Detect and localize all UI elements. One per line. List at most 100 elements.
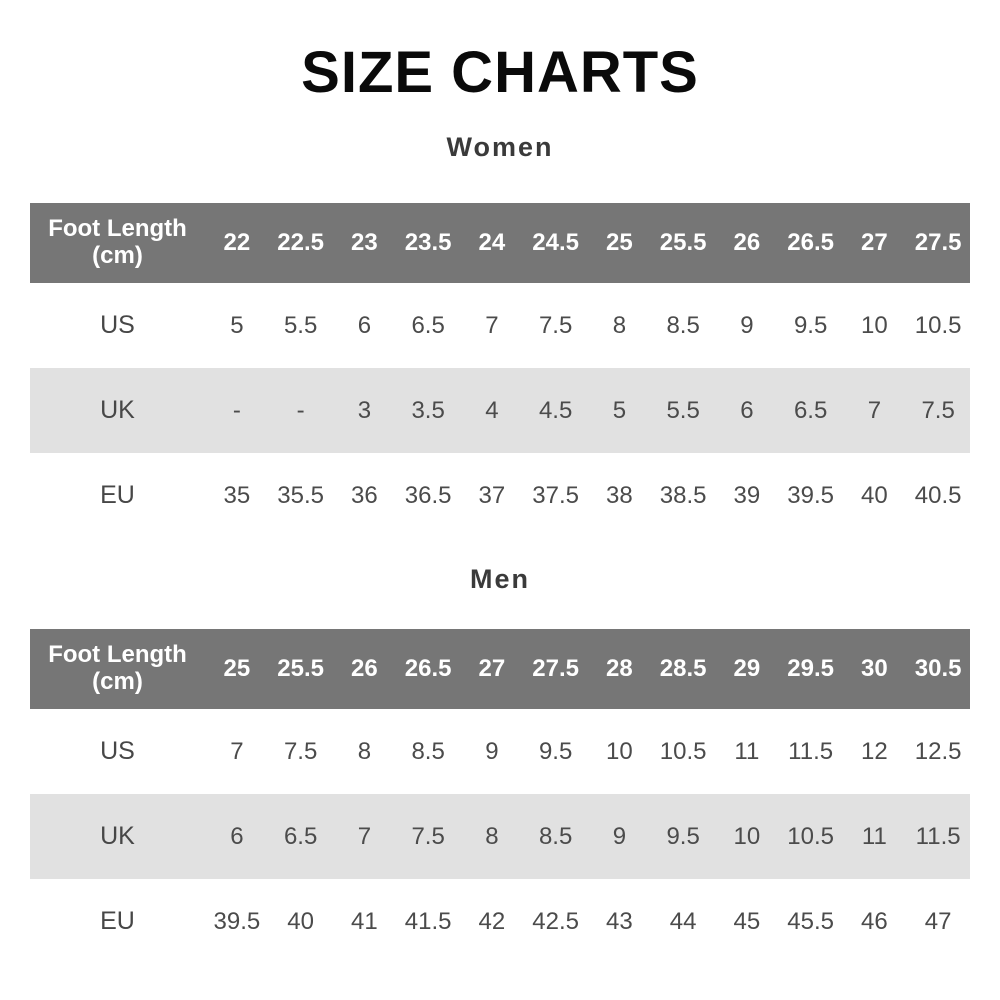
foot-length-value-cell: 30 <box>861 655 888 682</box>
foot-length-value-cell: 25 <box>606 229 633 256</box>
row-label-eu: EU <box>100 907 135 935</box>
foot-length-value-cell: 28 <box>606 655 633 682</box>
size-value-cell: - <box>232 396 241 424</box>
size-value-cell: 9 <box>740 311 754 339</box>
size-value-cell: 41 <box>351 907 378 935</box>
size-value-cell: 40.5 <box>914 481 962 509</box>
size-value-cell: 39 <box>733 481 761 509</box>
foot-length-value-cell: 24.5 <box>532 229 579 256</box>
size-value-cell: 42 <box>478 907 506 935</box>
size-value-cell: 39.5 <box>787 481 834 509</box>
size-value-cell: 10 <box>861 311 888 339</box>
row-label-us: US <box>100 311 135 339</box>
size-value-cell: 40 <box>861 481 888 509</box>
size-value-cell: 12.5 <box>914 737 962 765</box>
foot-length-header-cell: Foot Length (cm) <box>30 203 205 283</box>
row-label-uk: UK <box>100 396 135 424</box>
size-value-cell: 8.5 <box>666 311 700 339</box>
men-size-table: Foot Length (cm) 25 25.5 26 26.5 27 27.5 28 28.5 2… <box>30 629 970 964</box>
foot-length-value-cell: 22 <box>223 229 251 256</box>
size-table-header-row: Foot Length (cm) 22 22.5 23 23.5 24 24.5 25 25.5 2… <box>30 203 970 283</box>
size-value-cell: 10.5 <box>914 311 962 339</box>
size-value-cell: 6 <box>740 396 754 424</box>
size-value-cell: 42.5 <box>532 907 579 935</box>
size-value-cell: 9 <box>612 822 627 850</box>
foot-length-label-line1: Foot Length <box>48 641 187 669</box>
section-title-men: Men <box>470 564 530 594</box>
size-value-cell: 41.5 <box>404 907 452 935</box>
size-value-cell: - <box>296 396 305 424</box>
size-table-row-eu: EU 35 35.5 36 36.5 37 37.5 38 38.5 39 39.5 40 40.5 <box>30 453 970 538</box>
foot-length-value-cell: 22.5 <box>277 229 324 256</box>
size-value-cell: 6 <box>230 822 244 850</box>
foot-length-value-cell: 27.5 <box>532 655 579 682</box>
size-value-cell: 4.5 <box>538 396 573 424</box>
foot-length-label-line1: Foot Length <box>48 215 187 243</box>
size-table-row-eu: EU 39.5 40 41 41.5 42 42.5 43 44 45 45.5 46 47 <box>30 879 970 964</box>
size-value-cell: 7.5 <box>538 311 573 339</box>
size-value-cell: 40 <box>287 907 314 935</box>
size-value-cell: 7 <box>485 311 499 339</box>
size-value-cell: 9.5 <box>666 822 700 850</box>
size-value-cell: 7.5 <box>411 822 445 850</box>
size-value-cell: 45.5 <box>787 907 834 935</box>
foot-length-value-cell: 26 <box>351 655 378 682</box>
foot-length-value-cell: 30.5 <box>914 655 962 682</box>
size-value-cell: 6.5 <box>283 822 318 850</box>
size-value-cell: 5 <box>230 311 244 339</box>
size-table-row-uk: UK - - 3 3.5 4 4.5 5 5.5 6 6.5 7 7.5 <box>30 368 970 453</box>
size-value-cell: 6 <box>357 311 372 339</box>
size-value-cell: 8.5 <box>411 737 445 765</box>
size-value-cell: 5.5 <box>283 311 318 339</box>
page-title: SIZE CHARTS <box>301 40 699 105</box>
size-value-cell: 10.5 <box>787 822 834 850</box>
size-value-cell: 8.5 <box>538 822 573 850</box>
foot-length-label-line2: (cm) <box>92 668 143 695</box>
foot-length-value-cell: 26.5 <box>404 655 452 682</box>
row-label-uk: UK <box>100 822 135 850</box>
size-value-cell: 44 <box>669 907 697 935</box>
size-value-cell: 10.5 <box>659 737 707 765</box>
size-value-cell: 7 <box>867 396 882 424</box>
section-title-women: Women <box>446 132 554 162</box>
size-value-cell: 37.5 <box>532 481 579 509</box>
foot-length-value-cell: 27.5 <box>914 229 962 256</box>
size-value-cell: 37 <box>478 481 506 509</box>
size-value-cell: 35.5 <box>277 481 324 509</box>
size-value-cell: 9 <box>485 737 499 765</box>
size-table-row-uk: UK 6 6.5 7 7.5 8 8.5 9 9.5 10 10.5 11 11.5 <box>30 794 970 879</box>
size-value-cell: 47 <box>924 907 952 935</box>
foot-length-value-cell: 27 <box>861 229 888 256</box>
size-value-cell: 11.5 <box>915 822 961 850</box>
size-value-cell: 11 <box>734 737 760 765</box>
size-table-header-row: Foot Length (cm) 25 25.5 26 26.5 27 27.5 28 28.5 2… <box>30 629 970 709</box>
size-value-cell: 8 <box>612 311 627 339</box>
size-value-cell: 10 <box>606 737 633 765</box>
size-value-cell: 7.5 <box>283 737 318 765</box>
size-value-cell: 7.5 <box>921 396 955 424</box>
size-value-cell: 45 <box>733 907 761 935</box>
size-value-cell: 8 <box>357 737 372 765</box>
size-value-cell: 3 <box>357 396 372 424</box>
size-value-cell: 43 <box>606 907 633 935</box>
size-value-cell: 9.5 <box>538 737 573 765</box>
foot-length-value-cell: 28.5 <box>659 655 707 682</box>
size-value-cell: 5 <box>612 396 627 424</box>
foot-length-value-cell: 26.5 <box>787 229 834 256</box>
size-value-cell: 5.5 <box>666 396 700 424</box>
size-value-cell: 11.5 <box>788 737 834 765</box>
foot-length-value-cell: 25.5 <box>277 655 324 682</box>
size-value-cell: 10 <box>733 822 761 850</box>
foot-length-label-line2: (cm) <box>92 242 143 269</box>
size-value-cell: 7 <box>357 822 372 850</box>
size-value-cell: 6.5 <box>411 311 445 339</box>
size-value-cell: 11 <box>861 822 887 850</box>
foot-length-value-cell: 25 <box>223 655 251 682</box>
row-label-eu: EU <box>100 481 135 509</box>
foot-length-value-cell: 24 <box>478 229 506 256</box>
size-table-row-us: US 5 5.5 6 6.5 7 7.5 8 8.5 9 9.5 10 10.5 <box>30 283 970 368</box>
size-value-cell: 8 <box>485 822 499 850</box>
size-value-cell: 4 <box>485 396 499 424</box>
foot-length-value-cell: 29 <box>733 655 761 682</box>
